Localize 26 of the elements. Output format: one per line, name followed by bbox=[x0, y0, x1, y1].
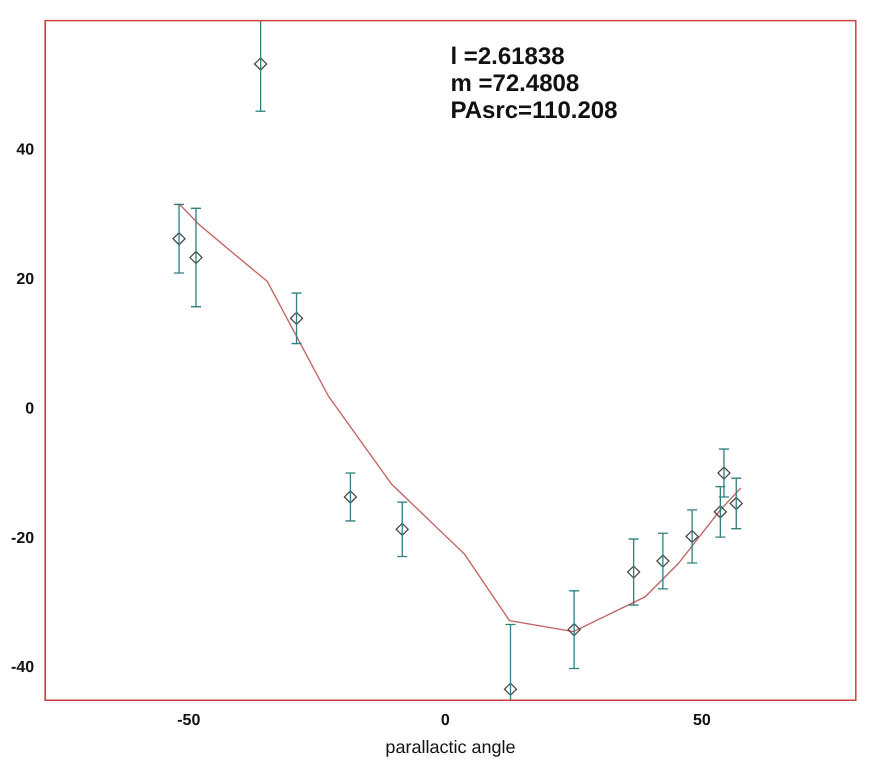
x-tick-label: -50 bbox=[177, 712, 200, 730]
y-tick-label: -20 bbox=[11, 530, 34, 547]
y-tick-label: 40 bbox=[16, 141, 34, 158]
point bbox=[290, 312, 304, 325]
point bbox=[686, 530, 699, 544]
y-tick-label: -40 bbox=[11, 659, 34, 676]
x-tick-label: 0 bbox=[440, 712, 450, 730]
point bbox=[189, 250, 203, 264]
point bbox=[344, 490, 358, 504]
point bbox=[396, 522, 409, 536]
point bbox=[730, 496, 743, 510]
y-tick-label: 20 bbox=[16, 270, 34, 288]
point bbox=[627, 565, 640, 579]
annotation: l =2.61838 bbox=[450, 43, 565, 70]
point bbox=[504, 682, 518, 696]
point bbox=[254, 57, 268, 71]
point bbox=[714, 505, 727, 518]
annotation: m =72.4808 bbox=[450, 70, 580, 98]
point bbox=[717, 466, 731, 480]
point bbox=[656, 554, 670, 568]
annotation: PAsrc=110.208 bbox=[450, 97, 618, 124]
x-tick-label: 50 bbox=[692, 712, 711, 730]
point bbox=[172, 232, 186, 246]
point bbox=[568, 623, 581, 636]
x-axis-title: parallactic angle bbox=[385, 737, 516, 758]
y-tick-label: 0 bbox=[25, 400, 34, 418]
